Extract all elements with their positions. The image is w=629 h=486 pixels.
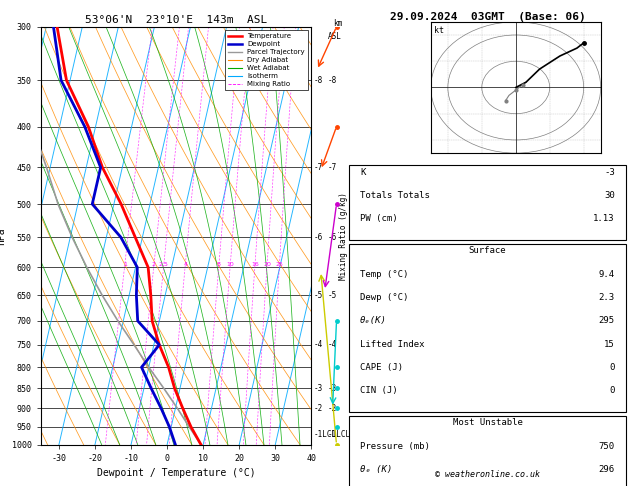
Text: Mixing Ratio (g/kg): Mixing Ratio (g/kg) xyxy=(339,192,348,279)
Text: Most Unstable: Most Unstable xyxy=(452,418,523,428)
Text: -8: -8 xyxy=(328,76,337,85)
Text: CAPE (J): CAPE (J) xyxy=(360,363,403,372)
Text: -1LCL: -1LCL xyxy=(314,430,337,439)
Text: 8: 8 xyxy=(217,262,221,267)
Text: 2: 2 xyxy=(152,262,156,267)
Text: 15: 15 xyxy=(604,340,615,349)
Text: 10: 10 xyxy=(226,262,234,267)
Text: 30: 30 xyxy=(604,191,615,200)
Text: PW (cm): PW (cm) xyxy=(360,214,398,224)
Text: -8: -8 xyxy=(314,76,323,85)
Text: -2: -2 xyxy=(328,403,337,413)
Text: Temp (°C): Temp (°C) xyxy=(360,270,408,279)
Text: 1: 1 xyxy=(123,262,127,267)
Text: -1LCL: -1LCL xyxy=(328,430,351,439)
Text: 1.13: 1.13 xyxy=(593,214,615,224)
Text: Totals Totals: Totals Totals xyxy=(360,191,430,200)
Title: 53°06'N  23°10'E  143m  ASL: 53°06'N 23°10'E 143m ASL xyxy=(85,15,267,25)
Text: 16: 16 xyxy=(251,262,259,267)
Text: K: K xyxy=(360,168,365,177)
Text: -3: -3 xyxy=(314,384,323,393)
Text: 29.09.2024  03GMT  (Base: 06): 29.09.2024 03GMT (Base: 06) xyxy=(389,12,586,22)
Text: 2.5: 2.5 xyxy=(159,262,169,267)
Text: -5: -5 xyxy=(328,291,337,300)
X-axis label: Dewpoint / Temperature (°C): Dewpoint / Temperature (°C) xyxy=(97,469,255,478)
Text: 0: 0 xyxy=(610,363,615,372)
Text: -3: -3 xyxy=(604,168,615,177)
Text: -4: -4 xyxy=(328,340,337,349)
Y-axis label: hPa: hPa xyxy=(0,227,6,244)
Text: 2.3: 2.3 xyxy=(599,293,615,302)
Text: km: km xyxy=(333,19,342,29)
Bar xyxy=(349,165,626,240)
Text: -4: -4 xyxy=(314,340,323,349)
Text: -6: -6 xyxy=(314,233,323,242)
Text: -5: -5 xyxy=(314,291,323,300)
Text: -6: -6 xyxy=(328,233,337,242)
Text: Surface: Surface xyxy=(469,246,506,256)
Text: 4: 4 xyxy=(183,262,187,267)
Text: CIN (J): CIN (J) xyxy=(360,386,398,396)
Text: Dewp (°C): Dewp (°C) xyxy=(360,293,408,302)
Text: θₑ (K): θₑ (K) xyxy=(360,465,392,474)
Text: 20: 20 xyxy=(263,262,271,267)
Bar xyxy=(349,416,626,486)
Text: © weatheronline.co.uk: © weatheronline.co.uk xyxy=(435,469,540,479)
Text: -2: -2 xyxy=(314,403,323,413)
Text: -3: -3 xyxy=(328,384,337,393)
Text: -7: -7 xyxy=(314,163,323,172)
Legend: Temperature, Dewpoint, Parcel Trajectory, Dry Adiabat, Wet Adiabat, Isotherm, Mi: Temperature, Dewpoint, Parcel Trajectory… xyxy=(225,30,308,90)
Bar xyxy=(349,244,626,412)
Text: Lifted Index: Lifted Index xyxy=(360,340,425,349)
Text: 295: 295 xyxy=(599,316,615,326)
Text: kt: kt xyxy=(434,26,444,35)
Text: 296: 296 xyxy=(599,465,615,474)
Text: Pressure (mb): Pressure (mb) xyxy=(360,442,430,451)
Text: 25: 25 xyxy=(276,262,284,267)
Text: ASL: ASL xyxy=(328,33,342,41)
Text: -7: -7 xyxy=(328,163,337,172)
Text: θₑ(K): θₑ(K) xyxy=(360,316,387,326)
Text: 0: 0 xyxy=(610,386,615,396)
Text: 9.4: 9.4 xyxy=(599,270,615,279)
Text: 750: 750 xyxy=(599,442,615,451)
